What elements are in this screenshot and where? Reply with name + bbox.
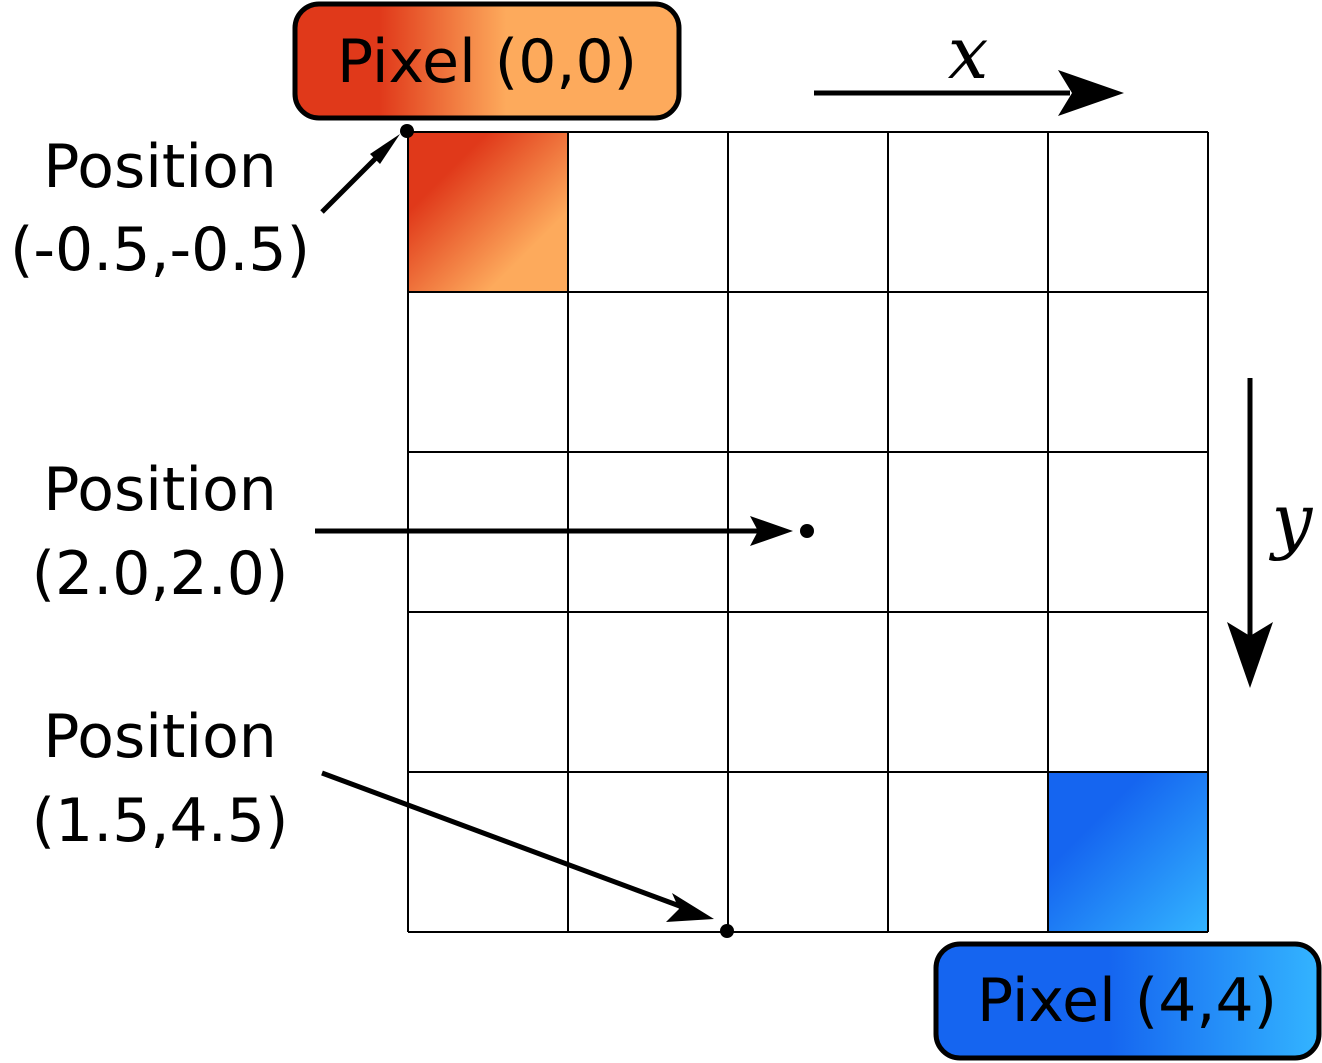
pixel-origin-badge: Pixel (0,0) [292, 1, 682, 121]
edge-point [720, 924, 734, 938]
pixel-origin-label: Pixel (0,0) [337, 27, 637, 97]
x-axis-arrow [814, 70, 1124, 116]
y-axis-label: y [1269, 478, 1314, 562]
position-edge-label-line2: (1.5,4.5) [32, 786, 289, 856]
pixel-cell-0-0 [408, 132, 568, 292]
pixel-end-badge: Pixel (4,4) [933, 941, 1322, 1061]
pixel-grid [407, 131, 1209, 933]
pixel-end-label: Pixel (4,4) [977, 966, 1277, 1036]
center-point [800, 524, 814, 538]
position-corner-label-line2: (-0.5,-0.5) [10, 215, 310, 285]
position-edge-arrow [321, 770, 714, 922]
y-axis-arrow [1227, 378, 1273, 688]
position-center-label-line1: Position [43, 455, 277, 525]
position-corner-arrow [320, 134, 400, 214]
x-axis-label: x [948, 11, 989, 95]
pixel-cell-4-4 [1048, 772, 1208, 932]
corner-point [400, 124, 414, 138]
position-corner-label-line1: Position [43, 132, 277, 202]
position-edge-label-line1: Position [43, 702, 277, 772]
position-center-arrow [315, 516, 793, 546]
position-center-label-line2: (2.0,2.0) [32, 539, 289, 609]
